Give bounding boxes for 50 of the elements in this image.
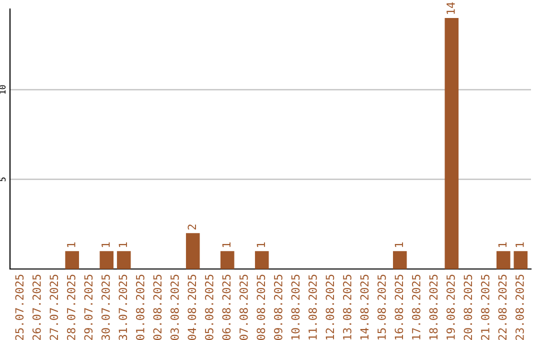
x-tick-label: 11.08.2025 <box>308 274 317 340</box>
data-label: 1 <box>498 242 506 247</box>
x-tick-label: 19.08.2025 <box>446 274 455 340</box>
data-label: 1 <box>118 242 127 247</box>
x-tick-label: 08.08.2025 <box>256 274 266 340</box>
bar <box>496 251 510 269</box>
bar <box>254 251 269 269</box>
x-tick-label: 14.08.2025 <box>360 274 369 340</box>
x-tick-label: 04.08.2025 <box>188 274 196 340</box>
x-tick-label: 30.07.2025 <box>101 274 110 340</box>
x-tick-label: 13.08.2025 <box>342 274 352 340</box>
x-tick-label: 25.07.2025 <box>15 274 24 340</box>
x-tick-label: 26.07.2025 <box>32 274 41 340</box>
data-label: 1 <box>102 242 110 247</box>
data-label: 2 <box>188 224 196 230</box>
x-tick-label: 16.08.2025 <box>394 274 404 340</box>
x-tick-label: 09.08.2025 <box>274 274 282 340</box>
data-label: 1 <box>394 242 403 247</box>
bar <box>186 233 200 269</box>
bar <box>444 18 459 269</box>
x-tick-label: 05.08.2025 <box>204 274 214 340</box>
x-tick-label: 06.08.2025 <box>222 274 231 340</box>
x-tick-label: 27.07.2025 <box>50 274 58 340</box>
x-tick-label: 02.08.2025 <box>153 274 162 340</box>
data-label: 14 <box>446 2 455 14</box>
bar <box>100 251 114 269</box>
bar <box>220 251 234 269</box>
data-label: 1 <box>222 242 230 247</box>
x-tick-label: 29.07.2025 <box>84 274 93 340</box>
x-tick-label: 15.08.2025 <box>377 274 386 340</box>
data-label: 1 <box>67 242 76 247</box>
bar <box>65 251 80 269</box>
x-tick-label: 12.08.2025 <box>326 274 334 340</box>
x-tick-label: 31.07.2025 <box>118 274 128 340</box>
x-tick-label: 20.08.2025 <box>464 274 472 340</box>
bar <box>116 251 131 269</box>
x-tick-label: 18.08.2025 <box>429 274 438 340</box>
bar <box>392 251 407 269</box>
x-tick-label: 10.08.2025 <box>291 274 300 340</box>
data-label: 1 <box>516 242 524 247</box>
x-tick-label: 23.08.2025 <box>516 274 524 340</box>
x-tick-label: 28.07.2025 <box>66 274 76 340</box>
data-label: 1 <box>256 242 265 247</box>
x-tick-label: 03.08.2025 <box>170 274 179 340</box>
x-tick-label: 22.08.2025 <box>498 274 507 340</box>
x-tick-label: 17.08.2025 <box>412 274 420 340</box>
bar <box>514 251 528 269</box>
x-tick-label: 07.08.2025 <box>239 274 248 340</box>
x-tick-label: 21.08.2025 <box>480 274 490 340</box>
x-tick-label: 01.08.2025 <box>136 274 144 340</box>
